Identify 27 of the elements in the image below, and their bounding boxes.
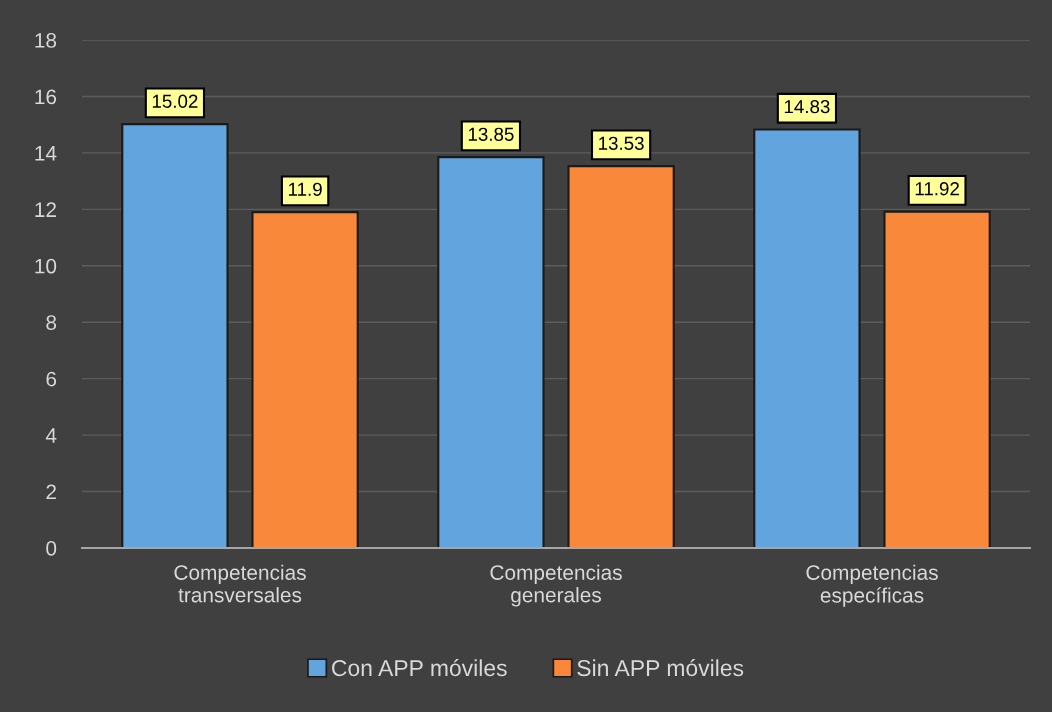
data-label: 11.9 (288, 182, 322, 196)
x-tick-label: Competencias específicas (806, 564, 938, 607)
data-label: 13.85 (468, 127, 514, 141)
y-tick-label: 10 (35, 258, 57, 274)
y-tick-label: 14 (35, 146, 57, 161)
bar (437, 156, 545, 548)
x-tick-label: Competencias generales (490, 564, 622, 607)
legend-label: Con APP móviles (332, 659, 507, 677)
data-label: 15.02 (152, 94, 198, 108)
bar (883, 210, 991, 548)
y-tick-label: 8 (46, 315, 57, 330)
y-tick-label: 2 (46, 484, 56, 500)
y-tick-label: 12 (35, 202, 56, 217)
data-label: 14.83 (784, 99, 830, 114)
data-label: 11.92 (915, 182, 959, 196)
x-tick-label: Competencias transversales (174, 564, 306, 603)
legend-label: Sin APP móviles (577, 659, 744, 677)
bar (121, 123, 229, 548)
bar (251, 211, 359, 548)
bar (567, 165, 675, 548)
y-tick-label: 18 (35, 33, 57, 48)
bar (753, 128, 861, 548)
y-tick-label: 4 (45, 428, 57, 443)
y-tick-label: 16 (35, 89, 57, 105)
y-tick-label: 0 (46, 541, 57, 556)
y-tick-label: 6 (46, 371, 57, 387)
data-label: 13.53 (599, 136, 644, 150)
